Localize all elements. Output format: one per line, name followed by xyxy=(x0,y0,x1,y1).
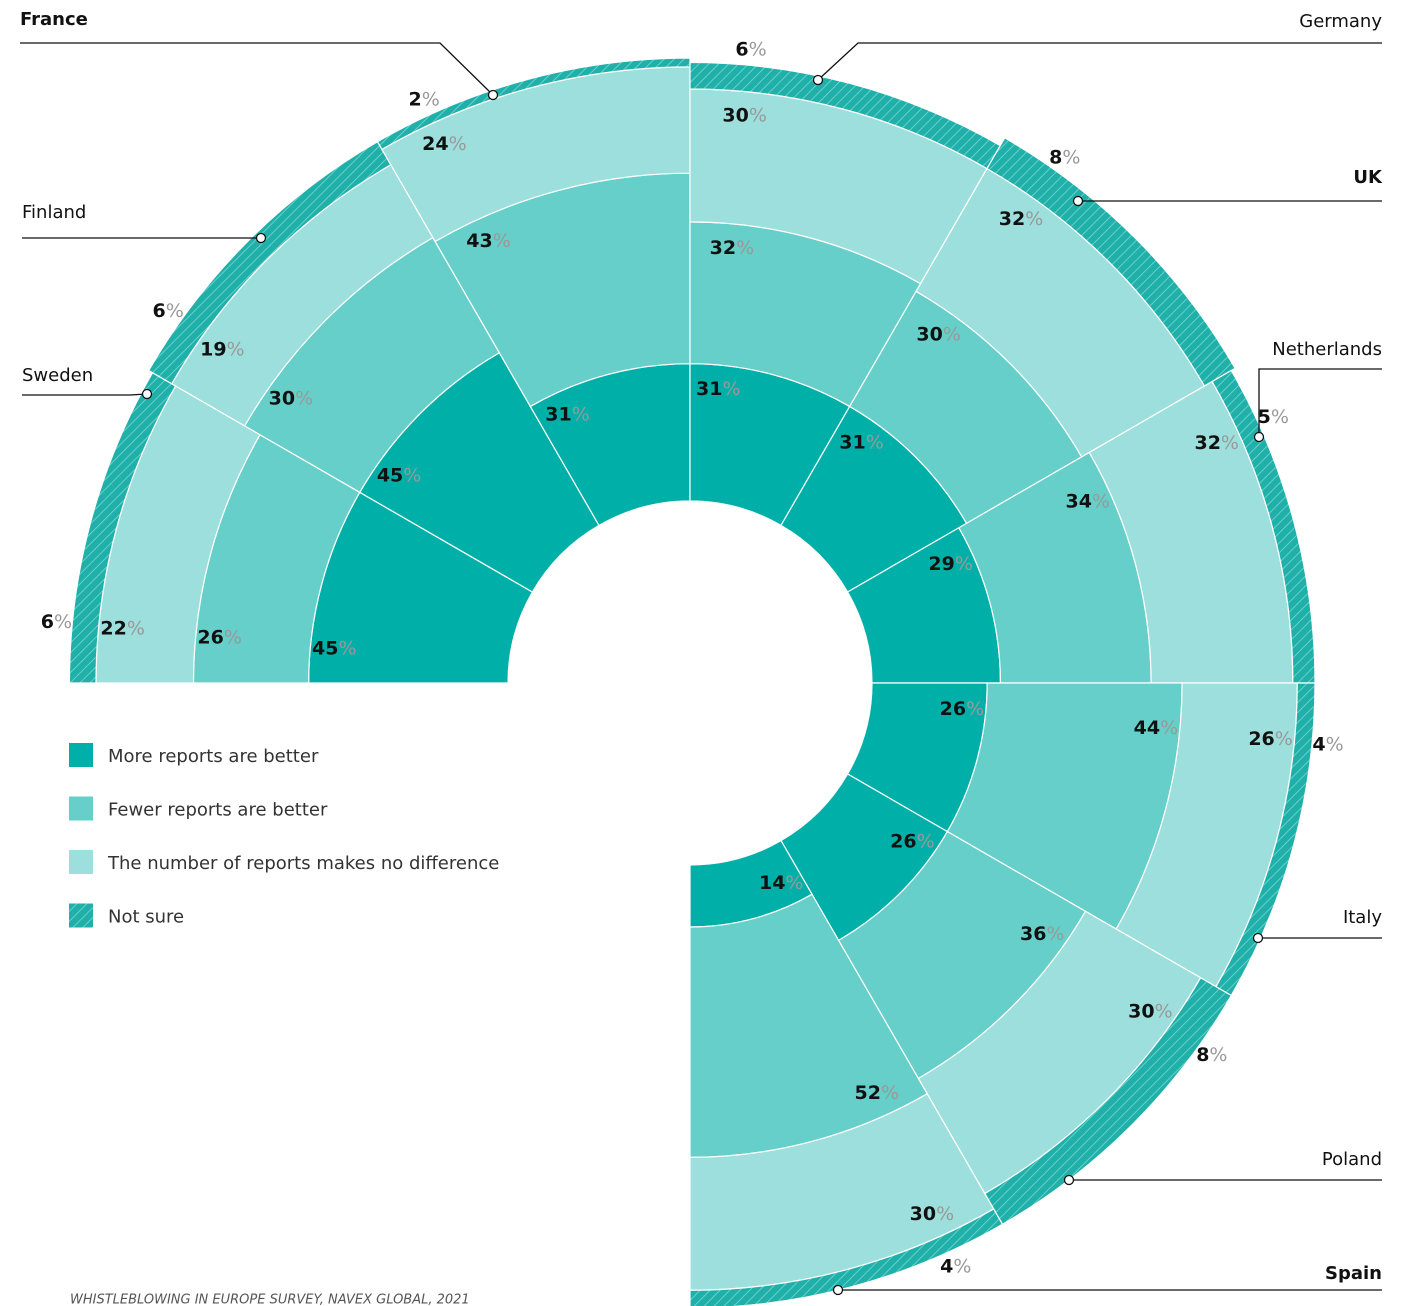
category-label: Finland xyxy=(22,202,86,223)
leader-dot xyxy=(1063,1174,1075,1186)
value-label: 24% xyxy=(422,133,467,155)
value-label: 19% xyxy=(200,338,245,360)
value-label: 30% xyxy=(722,104,767,126)
value-label: 32% xyxy=(999,207,1044,229)
value-label: 31% xyxy=(839,431,884,453)
value-label: 31% xyxy=(696,378,741,400)
value-label: 14% xyxy=(759,872,804,894)
category-label: Sweden xyxy=(22,365,93,386)
category-label: Germany xyxy=(1299,11,1382,32)
leader-dot xyxy=(1252,932,1264,944)
value-label: 30% xyxy=(269,387,314,409)
value-label: 8% xyxy=(1196,1044,1227,1066)
leader-dot xyxy=(255,232,267,244)
category-label: Poland xyxy=(1322,1149,1382,1170)
legend-swatch xyxy=(69,903,93,928)
value-label: 45% xyxy=(377,464,422,486)
category-label: UK xyxy=(1353,167,1383,188)
legend-label: The number of reports makes no differenc… xyxy=(107,853,499,874)
segment xyxy=(689,1208,1004,1306)
leader-line xyxy=(20,42,494,96)
value-label: 32% xyxy=(710,236,755,258)
value-label: 36% xyxy=(1020,923,1065,945)
leader-dot xyxy=(832,1284,844,1296)
value-label: 26% xyxy=(1248,727,1293,749)
value-label: 30% xyxy=(1128,1000,1173,1022)
value-label: 26% xyxy=(197,626,242,648)
value-label: 44% xyxy=(1134,716,1179,738)
leader-dot xyxy=(487,89,499,101)
leader-dot xyxy=(141,388,153,400)
leader-dot xyxy=(1253,431,1265,443)
category-label: Netherlands xyxy=(1272,339,1382,360)
source: WHISTLEBLOWING IN EUROPE SURVEY, NAVEX G… xyxy=(70,1293,470,1306)
value-label: 30% xyxy=(910,1202,955,1224)
value-label: 4% xyxy=(1312,733,1343,755)
legend-swatch xyxy=(69,743,93,767)
legend-label: Not sure xyxy=(108,907,184,928)
value-label: 22% xyxy=(100,617,145,639)
legend-swatch xyxy=(69,850,93,874)
leader-line xyxy=(1258,368,1382,437)
value-label: 34% xyxy=(1065,490,1110,512)
value-label: 2% xyxy=(409,88,440,110)
value-label: 26% xyxy=(890,830,935,852)
value-label: 30% xyxy=(916,323,961,345)
leader-line xyxy=(22,393,148,396)
legend-label: More reports are better xyxy=(108,746,319,767)
value-label: 52% xyxy=(855,1081,900,1103)
value-label: 45% xyxy=(312,637,357,659)
value-label: 5% xyxy=(1258,406,1289,428)
value-label: 32% xyxy=(1194,431,1239,453)
category-label: Italy xyxy=(1343,907,1382,928)
legend-label: Fewer reports are better xyxy=(108,800,328,821)
leader-dot xyxy=(812,74,824,86)
value-label: 43% xyxy=(466,229,511,251)
category-label: Spain xyxy=(1325,1263,1382,1284)
value-label: 6% xyxy=(153,299,184,321)
value-label: 26% xyxy=(940,698,985,720)
category-label: France xyxy=(20,9,88,30)
legend-swatch xyxy=(69,796,93,821)
value-label: 31% xyxy=(545,403,590,425)
value-label: 6% xyxy=(735,38,766,60)
leader-line xyxy=(817,42,1382,81)
value-label: 4% xyxy=(940,1255,971,1277)
value-label: 29% xyxy=(928,553,973,575)
leader-dot xyxy=(1072,195,1084,207)
value-label: 8% xyxy=(1049,146,1080,168)
value-label: 6% xyxy=(41,610,72,632)
